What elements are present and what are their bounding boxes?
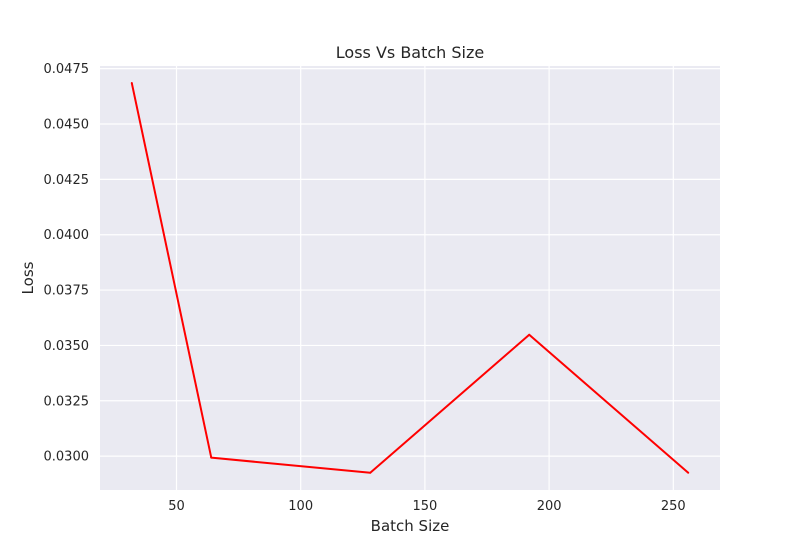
y-tick-label: 0.0475 <box>44 62 90 77</box>
y-tick-label: 0.0450 <box>44 118 90 133</box>
x-tick-label: 50 <box>168 499 185 514</box>
x-tick-label: 150 <box>412 499 437 514</box>
x-axis-label: Batch Size <box>371 517 450 535</box>
data-point <box>528 333 531 336</box>
y-tick-label: 0.0375 <box>44 284 90 299</box>
plot-area <box>100 66 720 490</box>
grid <box>100 66 720 490</box>
y-axis-ticks: 0.0300 0.0325 0.0350 0.0375 0.0400 0.0425 0.04… <box>44 62 90 464</box>
y-tick-label: 0.0325 <box>44 394 90 409</box>
series-layer <box>130 82 690 474</box>
x-tick-label: 250 <box>661 499 686 514</box>
y-axis-label: Loss <box>19 261 37 294</box>
data-point <box>210 456 213 459</box>
x-axis-ticks: 50 100 150 200 250 <box>168 499 685 514</box>
data-point <box>369 471 372 474</box>
y-tick-label: 0.0425 <box>44 173 90 188</box>
y-tick-label: 0.0350 <box>44 339 90 354</box>
x-tick-label: 200 <box>537 499 562 514</box>
data-point <box>130 82 133 85</box>
y-tick-label: 0.0400 <box>44 228 90 243</box>
y-tick-label: 0.0300 <box>44 450 90 465</box>
data-point <box>687 471 690 474</box>
x-tick-label: 100 <box>288 499 313 514</box>
chart-title: Loss Vs Batch Size <box>336 43 484 62</box>
